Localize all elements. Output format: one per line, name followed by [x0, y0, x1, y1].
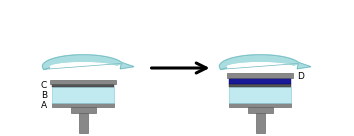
Bar [52, 87, 114, 103]
Bar [52, 84, 114, 87]
Bar [79, 113, 87, 133]
Text: A: A [41, 101, 47, 110]
Polygon shape [297, 63, 311, 69]
Bar [71, 107, 96, 113]
Text: D: D [297, 72, 304, 81]
Bar [50, 80, 116, 84]
Polygon shape [120, 63, 134, 69]
Polygon shape [42, 55, 122, 69]
Polygon shape [42, 55, 122, 69]
Bar [229, 84, 291, 87]
Bar [52, 103, 114, 107]
Bar [229, 87, 291, 103]
Bar [229, 78, 291, 84]
Polygon shape [219, 55, 299, 69]
Bar [229, 103, 291, 107]
Bar [248, 107, 273, 113]
Bar [227, 73, 293, 78]
Bar [256, 113, 265, 133]
Text: B: B [41, 91, 47, 100]
Text: C: C [41, 81, 47, 90]
Polygon shape [219, 55, 299, 69]
